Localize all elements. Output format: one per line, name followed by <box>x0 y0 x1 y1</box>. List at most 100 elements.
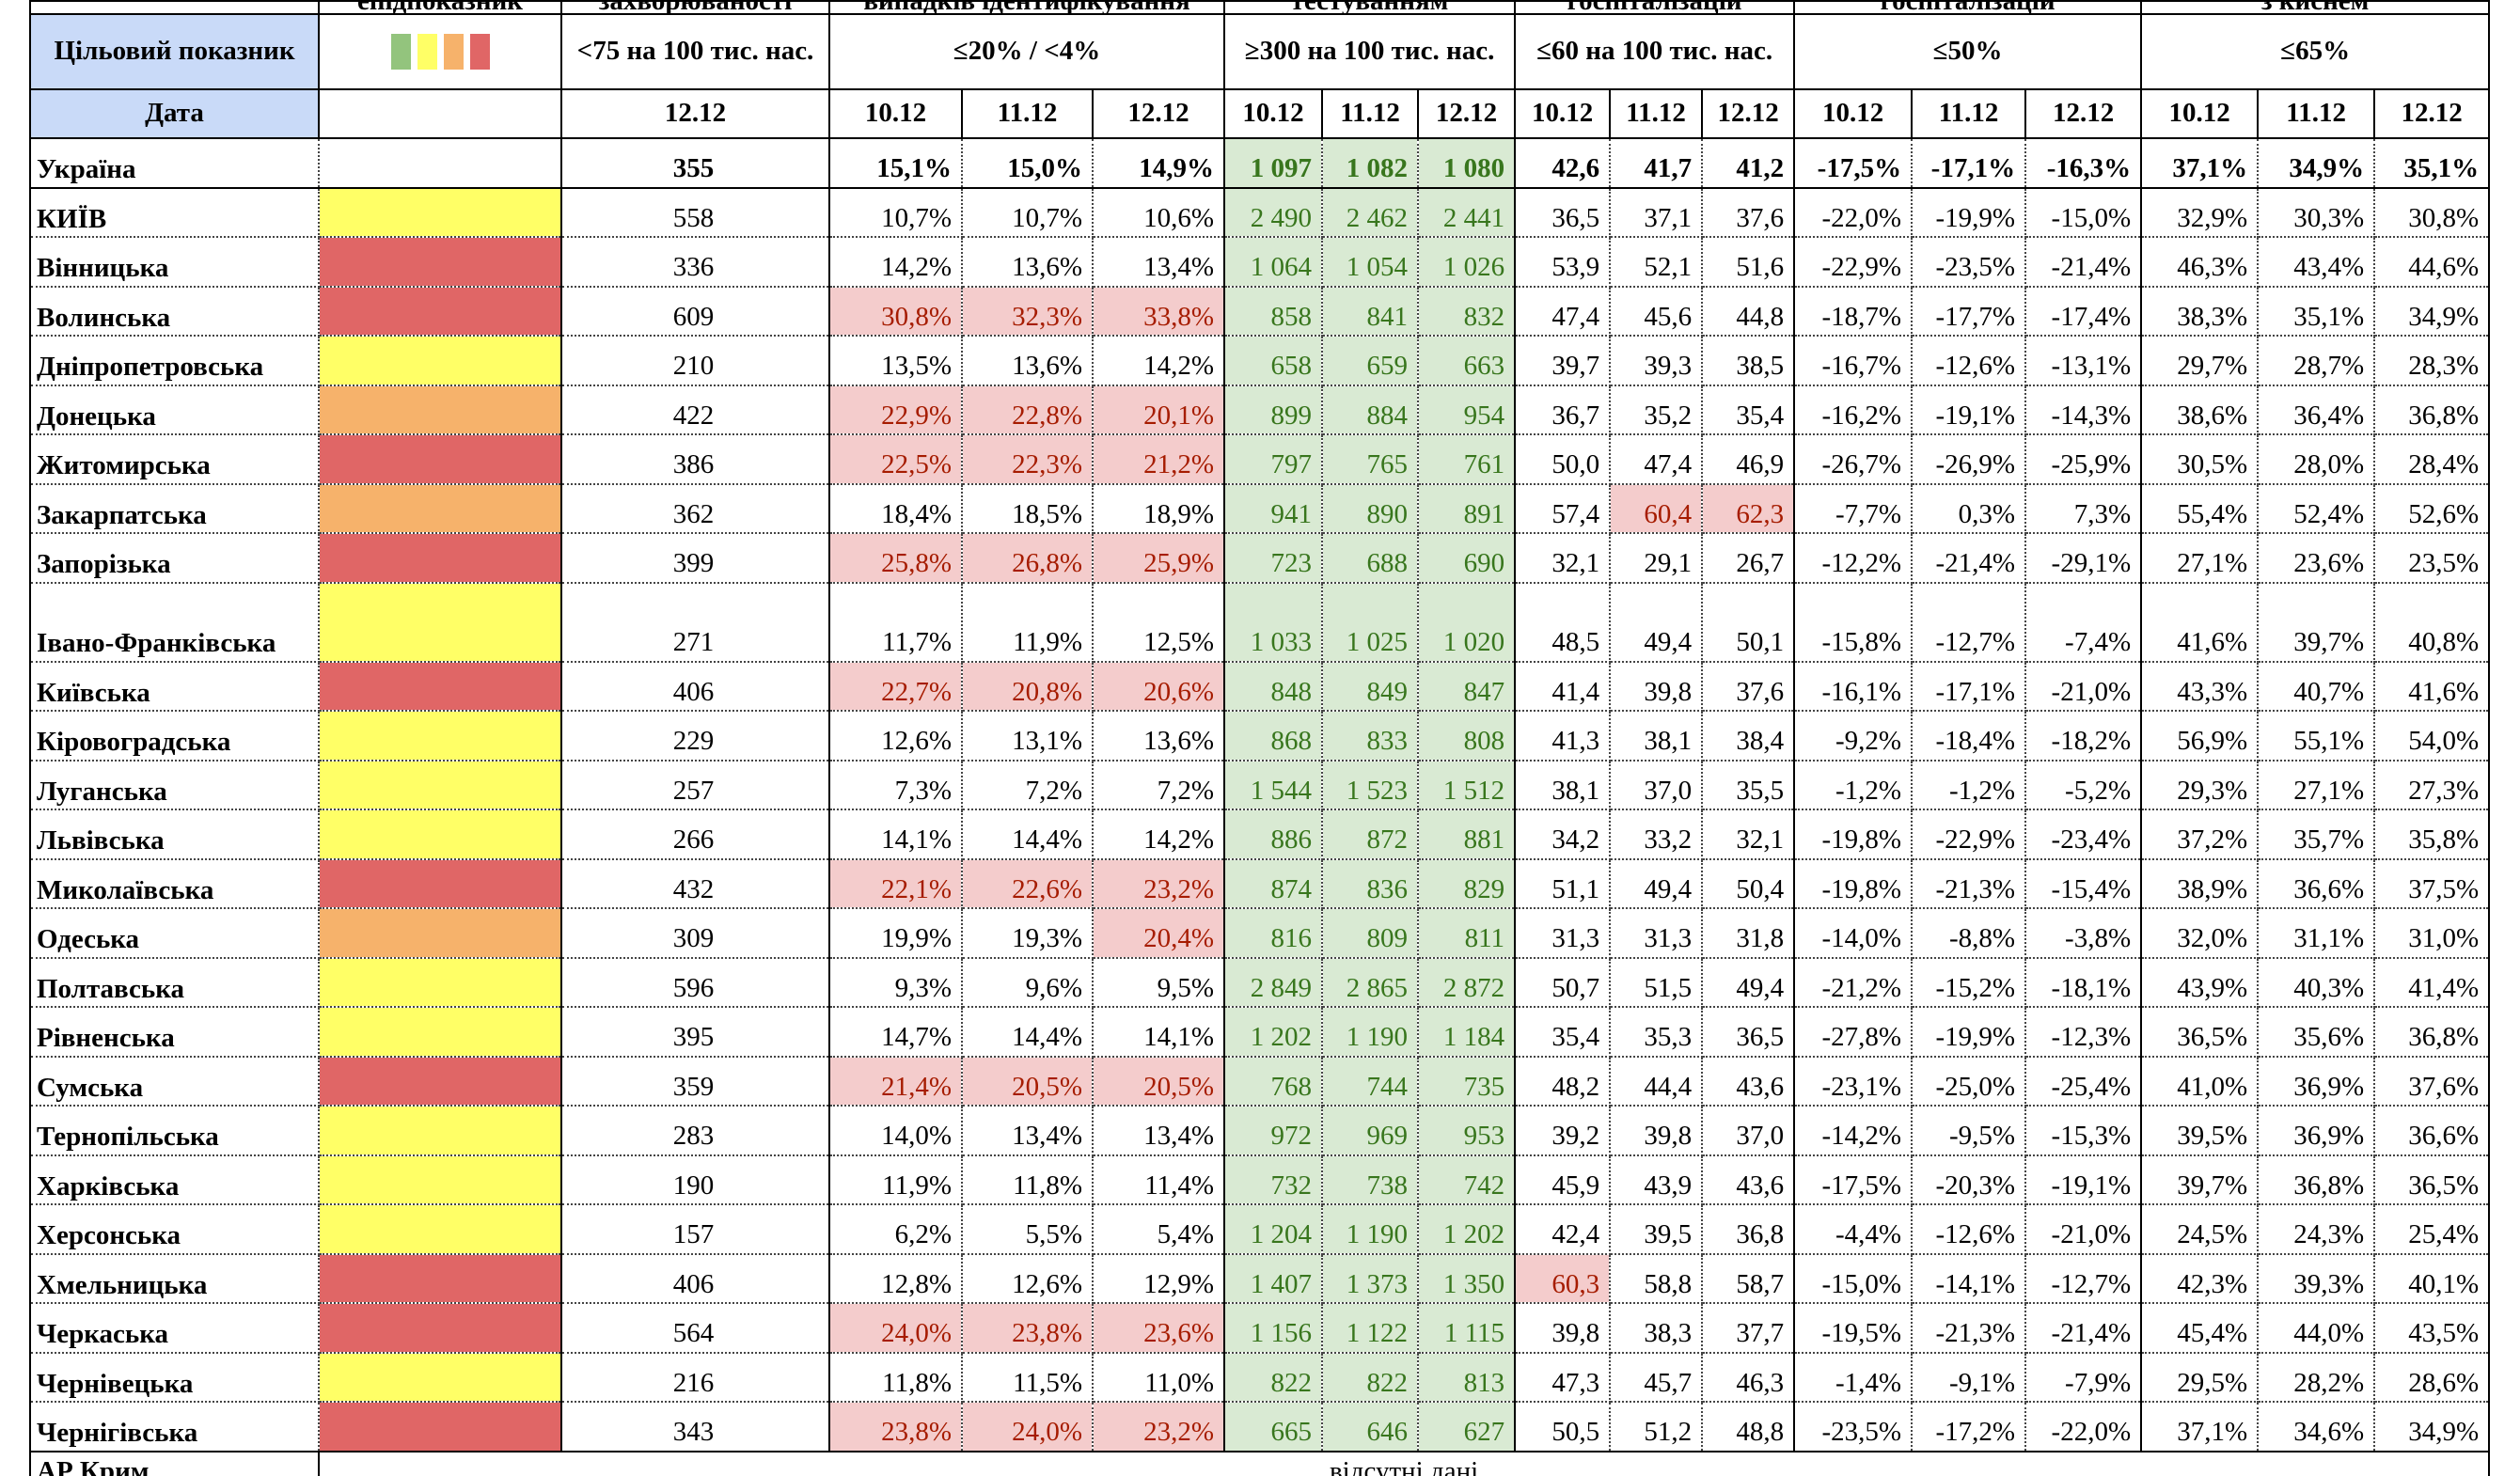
value-cell: 41,7 <box>1609 137 1704 189</box>
status-cell <box>318 335 562 386</box>
value-cell: 884 <box>1321 384 1420 435</box>
value-cell: 1 097 <box>1223 137 1324 189</box>
table-row: Полтавська 596 9,3% 9,6% 9,5% 2 849 2 865 2 872… <box>29 956 2491 1008</box>
value-cell: 25,9% <box>1091 532 1226 584</box>
value-cell: 34,9% <box>2257 137 2376 189</box>
value-cell: 36,5 <box>1514 186 1612 238</box>
value-cell: 1 082 <box>1321 137 1420 189</box>
value-cell: -19,1% <box>2024 1154 2143 1205</box>
status-cell <box>318 956 562 1008</box>
value-cell: 19,9% <box>828 907 963 959</box>
value-cell: 43,9 <box>1609 1154 1704 1205</box>
value-cell: 822 <box>1223 1351 1324 1403</box>
status-cell <box>318 482 562 534</box>
table-row: Херсонська 157 6,2% 5,5% 5,4% 1 204 1 190 1 202… <box>29 1203 2491 1255</box>
value-cell: -8,8% <box>1911 907 2027 959</box>
value-cell: 37,0 <box>1609 759 1704 810</box>
value-cell: 399 <box>560 532 830 584</box>
value-cell: 60,4 <box>1609 482 1704 534</box>
value-cell: 11,9% <box>828 1154 963 1205</box>
value-cell: 1 184 <box>1417 1006 1517 1058</box>
value-cell: 395 <box>560 1006 830 1058</box>
value-cell: 51,2 <box>1609 1401 1704 1452</box>
table-row: Волинська 609 30,8% 32,3% 33,8% 858 841 832 47,4… <box>29 285 2491 337</box>
value-cell: 27,1% <box>2140 532 2260 584</box>
date-cell: 10.12 <box>1223 88 1324 139</box>
value-cell: 45,6 <box>1609 285 1704 337</box>
value-cell: 18,4% <box>828 482 963 534</box>
value-cell: 12,8% <box>828 1252 963 1304</box>
value-cell: 38,3% <box>2140 285 2260 337</box>
value-cell: 28,2% <box>2257 1351 2376 1403</box>
strip-text: госпіталізацій <box>1517 3 1792 12</box>
value-cell: 1 544 <box>1223 759 1324 810</box>
value-cell: 18,9% <box>1091 482 1226 534</box>
status-cell <box>318 1401 562 1452</box>
table-row: Сумська 359 21,4% 20,5% 20,5% 768 744 735 48,2 44… <box>29 1055 2491 1107</box>
value-cell: 33,8% <box>1091 285 1226 337</box>
value-cell: 742 <box>1417 1154 1517 1205</box>
value-cell: 1 025 <box>1321 581 1420 663</box>
value-cell: 723 <box>1223 532 1324 584</box>
value-cell: 1 033 <box>1223 581 1324 663</box>
value-cell: 596 <box>560 956 830 1008</box>
value-cell: 1 204 <box>1223 1203 1324 1255</box>
status-cell <box>318 857 562 909</box>
value-cell: 44,8 <box>1701 285 1796 337</box>
value-cell: 48,8 <box>1701 1401 1796 1452</box>
value-cell: 646 <box>1321 1401 1420 1452</box>
value-cell: -17,5% <box>1793 1154 1914 1205</box>
value-cell: 5,5% <box>961 1203 1094 1255</box>
value-cell: 564 <box>560 1302 830 1354</box>
date-cell: 11.12 <box>2257 88 2376 139</box>
value-cell: 39,2 <box>1514 1105 1612 1156</box>
table-row: Кіровоградська 229 12,6% 13,1% 13,6% 868 833 80… <box>29 710 2491 762</box>
value-cell: 18,5% <box>961 482 1094 534</box>
strip-cell <box>29 0 320 15</box>
value-cell: 43,9% <box>2140 956 2260 1008</box>
value-cell: 42,3% <box>2140 1252 2260 1304</box>
value-cell: 42,6 <box>1514 137 1612 189</box>
value-cell: -26,7% <box>1793 433 1914 485</box>
value-cell: 42,4 <box>1514 1203 1612 1255</box>
value-cell: 422 <box>560 384 830 435</box>
value-cell: 808 <box>1417 710 1517 762</box>
date-cell: 10.12 <box>1514 88 1612 139</box>
value-cell: -18,4% <box>1911 710 2027 762</box>
region-name: Луганська <box>29 759 320 810</box>
value-cell: -4,4% <box>1793 1203 1914 1255</box>
value-cell: -17,1% <box>1911 660 2027 712</box>
value-cell: -21,4% <box>2024 1302 2143 1354</box>
value-cell: 50,5 <box>1514 1401 1612 1452</box>
value-cell: 31,3 <box>1514 907 1612 959</box>
status-cell <box>318 1302 562 1354</box>
value-cell: 38,4 <box>1701 710 1796 762</box>
value-cell: 9,3% <box>828 956 963 1008</box>
value-cell: 690 <box>1417 532 1517 584</box>
value-cell: 735 <box>1417 1055 1517 1107</box>
value-cell: 832 <box>1417 285 1517 337</box>
legend-swatch <box>390 34 411 70</box>
value-cell: 58,8 <box>1609 1252 1704 1304</box>
value-cell: 36,6% <box>2257 857 2376 909</box>
region-name: Вінницька <box>29 236 320 288</box>
value-cell: 1 202 <box>1223 1006 1324 1058</box>
value-cell: 30,8% <box>828 285 963 337</box>
value-cell: 0,3% <box>1911 482 2027 534</box>
value-cell: -13,1% <box>2024 335 2143 386</box>
value-cell: -14,1% <box>1911 1252 2027 1304</box>
value-cell: 29,5% <box>2140 1351 2260 1403</box>
value-cell: 22,6% <box>961 857 1094 909</box>
value-cell: 43,4% <box>2257 236 2376 288</box>
value-cell: -12,7% <box>2024 1252 2143 1304</box>
value-cell: 953 <box>1417 1105 1517 1156</box>
value-cell: 20,1% <box>1091 384 1226 435</box>
strip-text: захворюваності <box>563 3 827 12</box>
value-cell: 38,3 <box>1609 1302 1704 1354</box>
value-cell: 25,4% <box>2373 1203 2491 1255</box>
value-cell: -21,3% <box>1911 1302 2027 1354</box>
value-cell: 28,3% <box>2373 335 2491 386</box>
footer-note: відсутні дані <box>1329 1455 1479 1476</box>
value-cell: -9,2% <box>1793 710 1914 762</box>
value-cell: 12,9% <box>1091 1252 1226 1304</box>
